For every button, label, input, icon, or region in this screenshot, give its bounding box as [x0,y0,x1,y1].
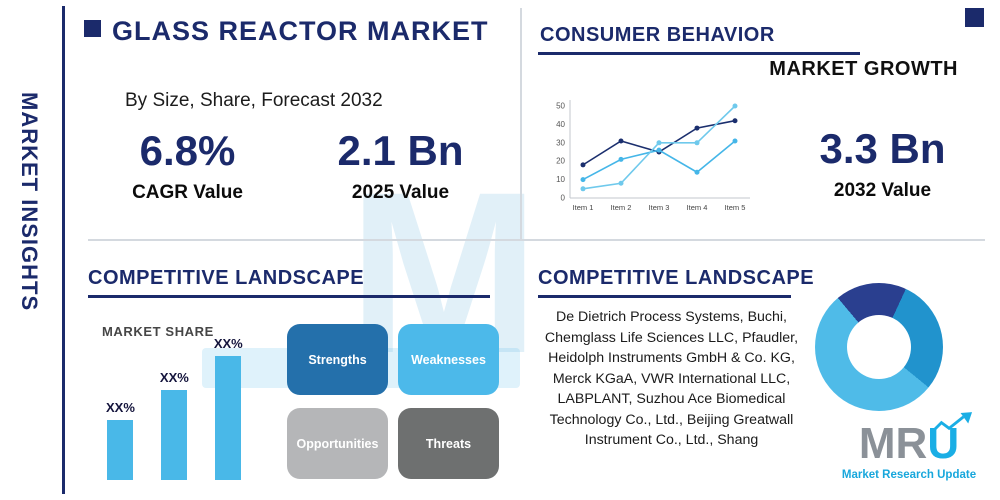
value-2025: 2.1 Bn [337,127,464,174]
logo-tagline: Market Research Update [841,469,977,481]
growth-line-chart: 0 10 20 30 40 50 Item 1 Item 2 Item 3 Item 4 Item … [556,100,750,212]
svg-text:Item 2: Item 2 [611,203,632,212]
horizontal-divider [88,239,985,241]
bar-value-label: XX% [213,336,243,351]
label-2025: 2025 Value [351,182,450,203]
stat-2025: 2.1 Bn 2025 Value [318,130,483,204]
logo-letters: MRU [858,412,973,468]
swot-grid: Strengths Weaknesses Opportunities Threats [287,324,499,479]
page-subtitle: By Size, Share, Forecast 2032 [125,90,383,111]
consumer-behavior-title: CONSUMER BEHAVIOR [540,24,775,46]
mru-logo: MRU Market Research Update [830,412,988,481]
cagr-label: CAGR Value [132,182,243,203]
competitive-landscape-left-underline [88,295,490,298]
competitive-landscape-right-title: COMPETITIVE LANDSCAPE [538,267,815,289]
svg-text:20: 20 [556,157,565,166]
left-rail-divider [62,6,65,494]
bar-value-label: XX% [159,370,189,385]
stat-2032: 3.3 Bn 2032 Value [800,128,965,202]
svg-text:Item 4: Item 4 [687,203,708,212]
decorative-square-top-right [965,8,984,27]
swot-opportunities: Opportunities [287,408,388,479]
swot-weaknesses: Weaknesses [398,324,499,395]
svg-text:50: 50 [556,102,565,111]
label-2032: 2032 Value [833,180,932,201]
svg-text:Item 5: Item 5 [725,203,746,212]
company-list: De Dietrich Process Systems, Buchi, Chem… [544,309,799,448]
competitive-landscape-right-underline [538,295,791,298]
bar-value-label: XX% [106,400,135,415]
consumer-behavior-underline [538,52,860,55]
market-share-bar-chart: XX% XX% XX% [98,330,243,480]
svg-text:30: 30 [556,138,565,147]
market-share-bar: XX% [160,370,189,480]
svg-text:0: 0 [561,194,566,203]
market-share-donut-chart [815,283,943,411]
svg-text:Item 3: Item 3 [649,203,670,212]
cagr-value: 6.8% [139,127,236,174]
svg-text:10: 10 [556,175,565,184]
svg-text:Item 1: Item 1 [573,203,594,212]
logo-arrow-icon [930,412,973,435]
market-share-bar: XX% [214,336,243,480]
logo-letter-u: U [927,419,960,468]
svg-text:40: 40 [556,120,565,129]
market-insights-vertical-label: MARKET INSIGHTS [17,92,42,312]
vertical-divider [520,8,522,239]
competitive-landscape-left-title: COMPETITIVE LANDSCAPE [88,267,365,289]
logo-letters-mr: MR [858,419,928,468]
stat-cagr: 6.8% CAGR Value [105,130,270,204]
market-growth-title: MARKET GROWTH [769,58,958,80]
value-2032: 3.3 Bn [819,125,946,172]
decorative-square-top-left [84,20,101,37]
swot-strengths: Strengths [287,324,388,395]
market-share-bar: XX% [106,400,135,480]
page-title: GLASS REACTOR MARKET [112,16,489,46]
market-share-label: MARKET SHARE [102,324,214,339]
swot-threats: Threats [398,408,499,479]
